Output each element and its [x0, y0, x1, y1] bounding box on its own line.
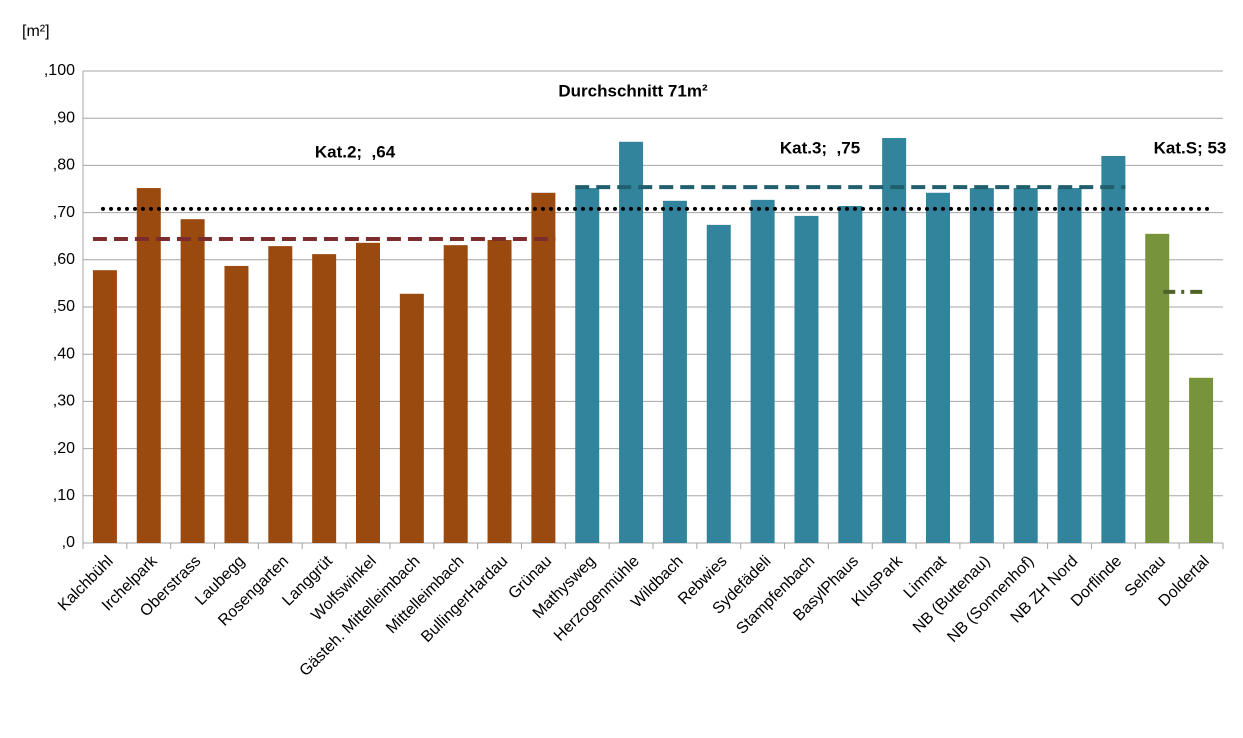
bar — [268, 246, 293, 543]
y-tick-label: ,0 — [62, 534, 75, 551]
bar — [180, 219, 205, 543]
y-tick-label: ,40 — [53, 345, 75, 362]
group-label: Kat.2; ,64 — [315, 142, 396, 161]
bar — [926, 192, 950, 543]
bar — [838, 205, 863, 543]
bar — [224, 265, 249, 543]
bar — [619, 141, 644, 544]
bar — [443, 245, 468, 543]
x-tick-label: Stampfenbach — [733, 553, 818, 638]
bar — [356, 242, 380, 544]
group-label: Kat.S; 53 — [1154, 138, 1227, 157]
bar — [750, 199, 775, 543]
bar — [662, 200, 687, 544]
bar — [575, 188, 600, 543]
bar — [1057, 188, 1082, 543]
bar — [399, 293, 424, 543]
bar — [1101, 155, 1126, 543]
y-tick-label: ,80 — [53, 157, 75, 174]
y-tick-label: ,90 — [53, 109, 75, 126]
y-tick-label: ,60 — [53, 251, 75, 268]
y-axis-label: [m²] — [22, 23, 50, 40]
x-tick-label: NB (Buttenau) — [910, 553, 994, 637]
bar — [312, 254, 337, 544]
bar — [794, 215, 819, 544]
bar — [1189, 377, 1214, 543]
x-tick-label: Mittelleimbach — [383, 553, 467, 637]
average-label: Durchschnitt 71m² — [558, 81, 708, 100]
bar — [882, 138, 907, 544]
bar — [1013, 188, 1038, 543]
bar — [969, 188, 994, 543]
y-tick-label: ,100 — [44, 62, 75, 79]
bar — [136, 188, 161, 543]
bar — [1145, 233, 1170, 543]
group-label: Kat.3; ,75 — [780, 138, 860, 157]
y-tick-label: ,10 — [53, 487, 75, 504]
bar — [487, 239, 512, 543]
bar — [92, 270, 117, 543]
y-tick-label: ,20 — [53, 440, 75, 457]
y-tick-label: ,70 — [53, 204, 75, 221]
y-tick-label: ,30 — [53, 393, 75, 410]
bar — [706, 224, 731, 543]
y-tick-label: ,50 — [53, 298, 75, 315]
bar — [531, 192, 556, 543]
